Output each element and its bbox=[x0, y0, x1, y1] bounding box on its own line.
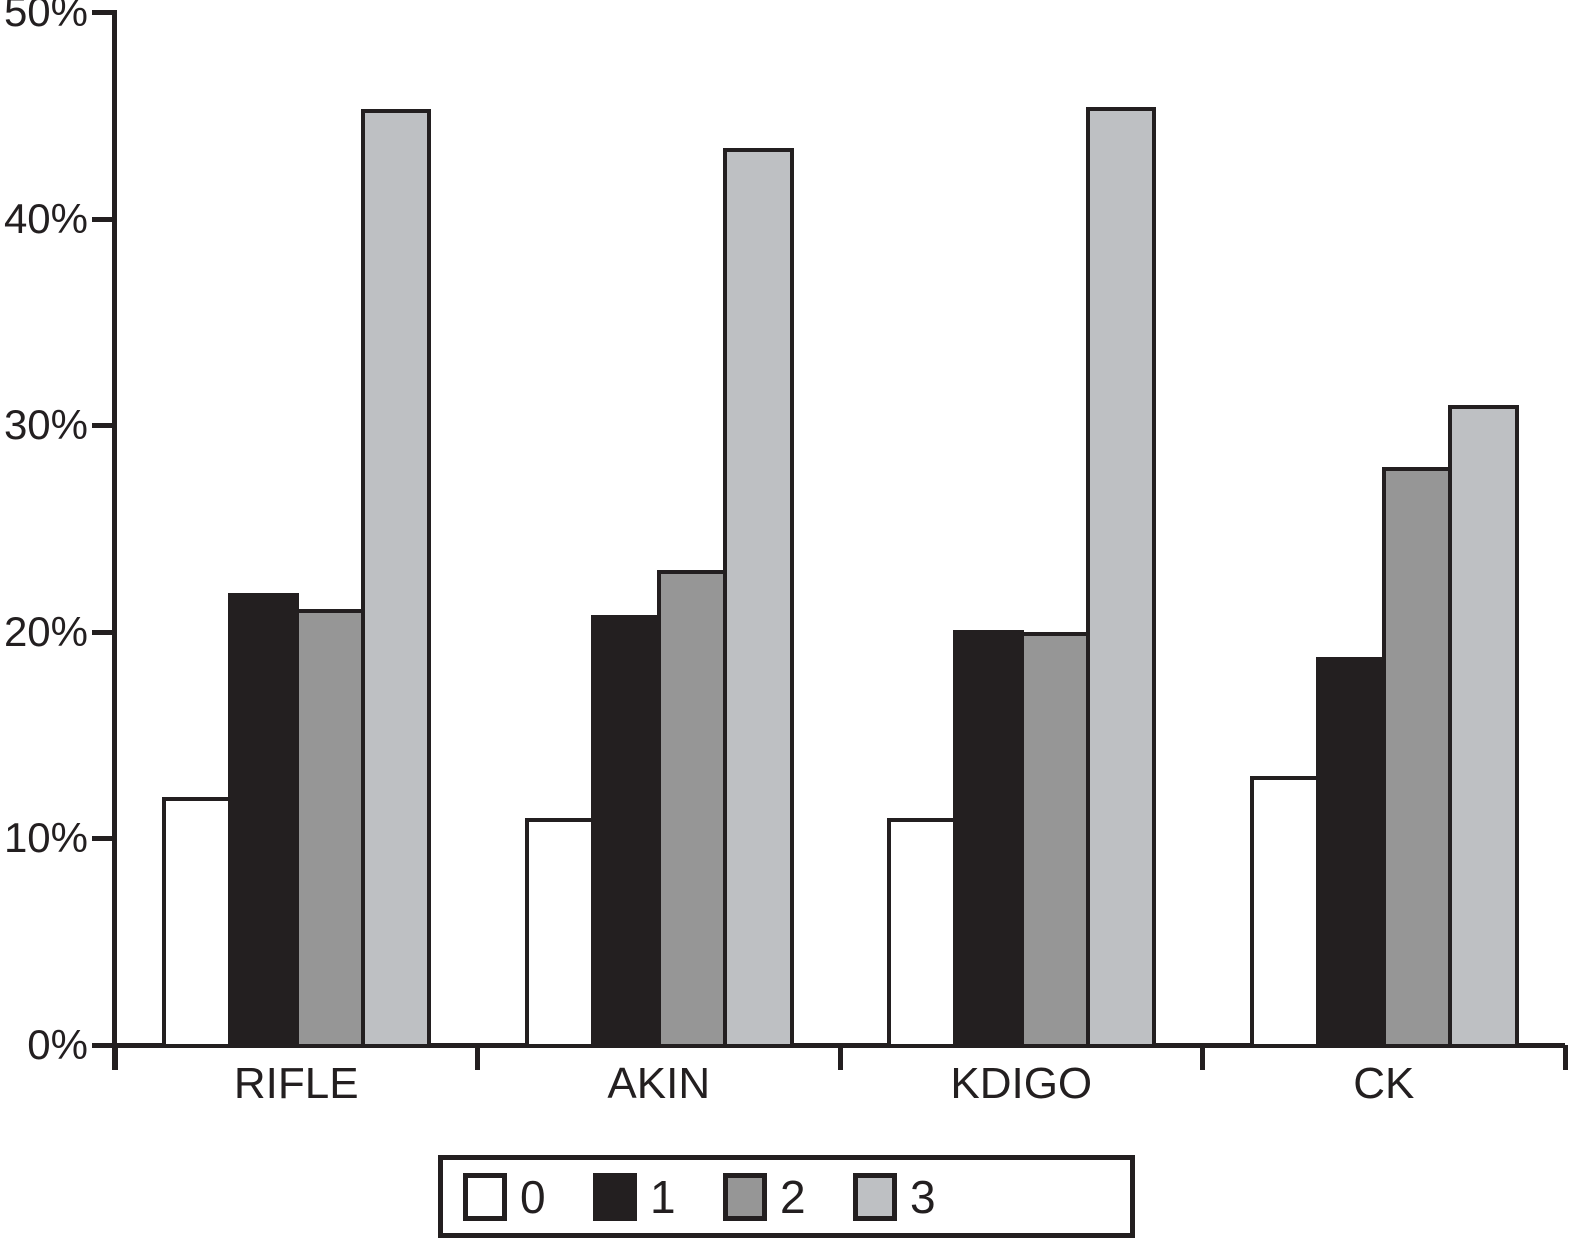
bar-akin-series-3 bbox=[723, 148, 794, 1048]
legend-box: 0 1 2 3 bbox=[438, 1155, 1135, 1238]
x-category-label-kdigo: KDIGO bbox=[950, 1059, 1093, 1108]
legend-item-2: 2 bbox=[723, 1172, 833, 1222]
x-axis-tick bbox=[475, 1045, 480, 1070]
bar-akin-series-2 bbox=[657, 569, 728, 1048]
bar-ck-series-1 bbox=[1315, 656, 1387, 1048]
legend-item-0: 0 bbox=[463, 1172, 573, 1222]
x-axis-tick bbox=[837, 1045, 843, 1070]
x-category-label-akin: AKIN bbox=[607, 1059, 711, 1108]
bar-rifle-series-1 bbox=[228, 592, 299, 1048]
legend-label: 1 bbox=[650, 1170, 676, 1223]
y-axis-tick bbox=[92, 216, 114, 222]
bar-rifle-series-2 bbox=[294, 609, 365, 1048]
legend-swatch-2 bbox=[723, 1172, 767, 1221]
bar-kdigo-series-3 bbox=[1085, 107, 1157, 1048]
bar-kdigo-series-1 bbox=[953, 629, 1024, 1048]
y-axis-tick bbox=[92, 423, 114, 429]
legend-label: 0 bbox=[520, 1170, 546, 1223]
x-axis-line bbox=[93, 1043, 1565, 1048]
y-tick-label: 10% bbox=[3, 814, 88, 862]
bar-ck-series-0 bbox=[1249, 776, 1320, 1048]
legend-swatch-0 bbox=[463, 1172, 507, 1221]
bar-kdigo-series-2 bbox=[1019, 631, 1090, 1048]
y-axis-tick bbox=[92, 629, 114, 635]
y-axis-line bbox=[112, 10, 117, 1070]
x-axis-tick bbox=[1200, 1045, 1205, 1070]
y-axis-tick bbox=[92, 1043, 114, 1048]
y-tick-label: 0% bbox=[27, 1021, 88, 1068]
y-tick-label: 50% bbox=[3, 0, 88, 35]
legend-label: 2 bbox=[780, 1170, 806, 1223]
x-category-label-rifle: RIFLE bbox=[233, 1059, 359, 1108]
legend-item-1: 1 bbox=[593, 1172, 703, 1222]
bar-kdigo-series-0 bbox=[887, 817, 958, 1048]
bar-rifle-series-3 bbox=[360, 109, 432, 1048]
legend-label: 3 bbox=[910, 1170, 936, 1223]
x-category-label-ck: CK bbox=[1353, 1059, 1415, 1108]
y-axis-tick bbox=[92, 836, 114, 842]
y-tick-label: 40% bbox=[3, 194, 88, 242]
y-tick-label: 20% bbox=[3, 607, 88, 655]
bar-rifle-series-0 bbox=[162, 797, 233, 1048]
legend-swatch-1 bbox=[593, 1172, 637, 1221]
legend-item-3: 3 bbox=[853, 1172, 963, 1222]
y-tick-label: 30% bbox=[3, 401, 88, 449]
x-axis-tick bbox=[112, 1045, 118, 1070]
y-axis-tick bbox=[92, 10, 114, 15]
x-axis-tick bbox=[1562, 1045, 1568, 1070]
bar-akin-series-1 bbox=[590, 615, 662, 1048]
legend-swatch-3 bbox=[853, 1172, 897, 1221]
bar-akin-series-0 bbox=[524, 817, 595, 1048]
bar-ck-series-2 bbox=[1382, 466, 1453, 1048]
bar-ck-series-3 bbox=[1448, 404, 1519, 1048]
